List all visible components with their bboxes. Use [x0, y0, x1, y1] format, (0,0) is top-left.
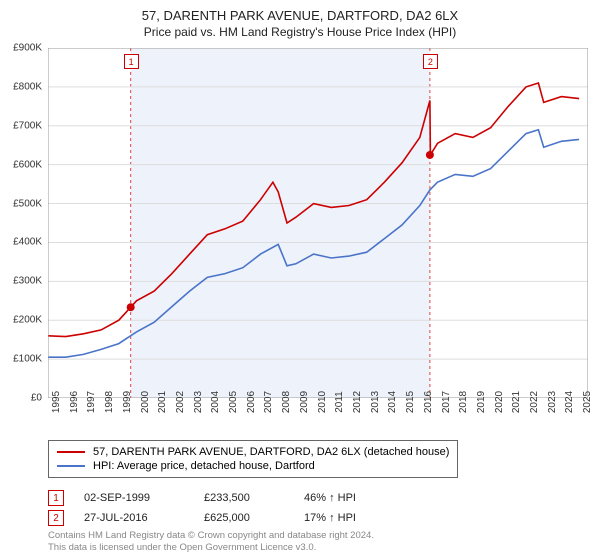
x-tick-label: 2021 [511, 391, 522, 413]
legend-label: 57, DARENTH PARK AVENUE, DARTFORD, DA2 6… [93, 446, 449, 458]
sale-row: 1 02-SEP-1999 £233,500 46% ↑ HPI [48, 488, 356, 508]
legend-item-property: 57, DARENTH PARK AVENUE, DARTFORD, DA2 6… [57, 445, 449, 459]
x-tick-label: 2004 [210, 391, 221, 413]
chart-container: 57, DARENTH PARK AVENUE, DARTFORD, DA2 6… [0, 0, 600, 560]
x-tick-label: 2009 [299, 391, 310, 413]
y-tick-label: £100K [13, 354, 42, 365]
x-tick-label: 2010 [317, 391, 328, 413]
legend-label: HPI: Average price, detached house, Dart… [93, 460, 315, 472]
x-tick-label: 2002 [175, 391, 186, 413]
footer-line: This data is licensed under the Open Gov… [48, 542, 374, 554]
plot-marker-badge: 1 [124, 54, 139, 69]
sale-marker-badge: 2 [48, 510, 64, 526]
x-tick-label: 2022 [529, 391, 540, 413]
chart-area: 12£0£100K£200K£300K£400K£500K£600K£700K£… [48, 48, 588, 398]
x-tick-label: 2014 [387, 391, 398, 413]
sale-marker-badge: 1 [48, 490, 64, 506]
y-tick-label: £200K [13, 315, 42, 326]
legend: 57, DARENTH PARK AVENUE, DARTFORD, DA2 6… [48, 440, 458, 478]
x-tick-label: 1996 [69, 391, 80, 413]
sale-vs-hpi: 46% ↑ HPI [304, 492, 356, 504]
x-tick-label: 2016 [423, 391, 434, 413]
sale-date: 27-JUL-2016 [84, 512, 204, 524]
y-tick-label: £700K [13, 120, 42, 131]
x-tick-label: 2007 [263, 391, 274, 413]
x-tick-label: 2013 [370, 391, 381, 413]
x-tick-label: 2024 [564, 391, 575, 413]
plot-marker-badge: 2 [423, 54, 438, 69]
x-tick-label: 2020 [494, 391, 505, 413]
x-tick-label: 2006 [246, 391, 257, 413]
line-chart [48, 48, 588, 398]
sale-row: 2 27-JUL-2016 £625,000 17% ↑ HPI [48, 508, 356, 528]
chart-title: 57, DARENTH PARK AVENUE, DARTFORD, DA2 6… [0, 0, 600, 23]
x-tick-label: 2015 [405, 391, 416, 413]
x-tick-label: 2001 [157, 391, 168, 413]
x-tick-label: 1999 [122, 391, 133, 413]
y-tick-label: £900K [13, 43, 42, 54]
x-tick-label: 2018 [458, 391, 469, 413]
y-tick-label: £500K [13, 198, 42, 209]
sale-price: £625,000 [204, 512, 304, 524]
chart-subtitle: Price paid vs. HM Land Registry's House … [0, 23, 600, 43]
x-tick-label: 2005 [228, 391, 239, 413]
x-tick-label: 2000 [140, 391, 151, 413]
sale-date: 02-SEP-1999 [84, 492, 204, 504]
x-tick-label: 2023 [547, 391, 558, 413]
y-tick-label: £0 [31, 393, 42, 404]
x-tick-label: 2019 [476, 391, 487, 413]
x-tick-label: 2012 [352, 391, 363, 413]
sale-price: £233,500 [204, 492, 304, 504]
y-tick-label: £800K [13, 81, 42, 92]
legend-swatch [57, 465, 85, 467]
x-tick-label: 2011 [334, 391, 345, 413]
x-tick-label: 2003 [193, 391, 204, 413]
x-tick-label: 1998 [104, 391, 115, 413]
y-tick-label: £400K [13, 237, 42, 248]
y-tick-label: £600K [13, 159, 42, 170]
sale-vs-hpi: 17% ↑ HPI [304, 512, 356, 524]
legend-item-hpi: HPI: Average price, detached house, Dart… [57, 459, 449, 473]
footer-line: Contains HM Land Registry data © Crown c… [48, 530, 374, 542]
x-tick-label: 2017 [441, 391, 452, 413]
x-tick-label: 2008 [281, 391, 292, 413]
y-tick-label: £300K [13, 276, 42, 287]
footer: Contains HM Land Registry data © Crown c… [48, 530, 374, 555]
legend-swatch [57, 451, 85, 453]
sales-table: 1 02-SEP-1999 £233,500 46% ↑ HPI 2 27-JU… [48, 488, 356, 528]
x-tick-label: 1995 [51, 391, 62, 413]
x-tick-label: 1997 [86, 391, 97, 413]
x-tick-label: 2025 [582, 391, 593, 413]
